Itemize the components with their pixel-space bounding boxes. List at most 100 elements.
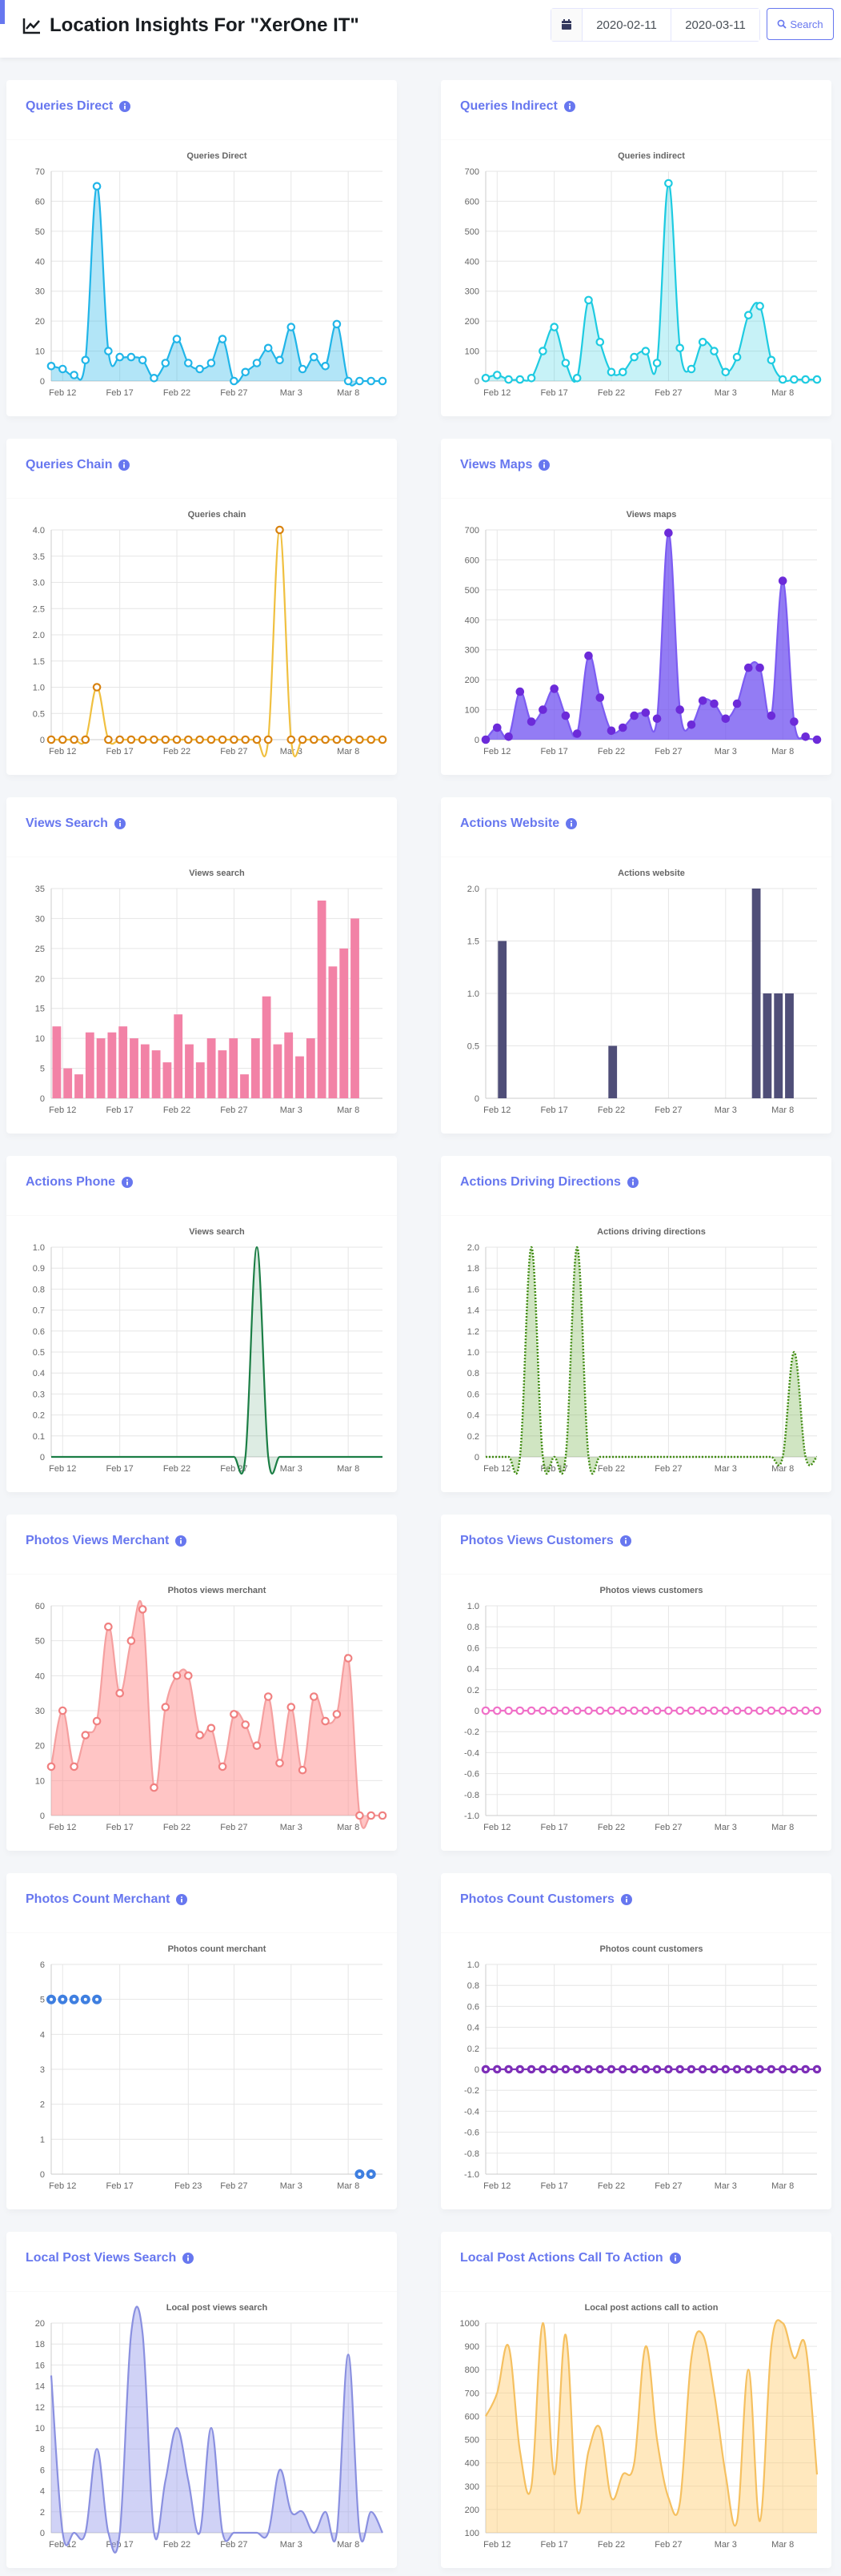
info-icon[interactable]: [176, 1894, 188, 1905]
end-date-input[interactable]: [671, 9, 759, 41]
info-icon[interactable]: [118, 459, 130, 471]
y-tick-label: 700: [465, 2389, 479, 2398]
y-tick-label: 0.5: [467, 1042, 479, 1052]
y-tick-label: 30: [35, 914, 45, 924]
data-point: [767, 1706, 776, 1715]
data-point: [298, 364, 307, 374]
data-point: [172, 735, 182, 744]
chart-title: Photos views customers: [600, 1586, 703, 1595]
data-point: [46, 361, 56, 371]
chart-photos-views-merchant: Photos views merchant 0 10 20 30 40 50 60 Feb 12…: [35, 1586, 387, 1832]
data-point: [595, 1706, 605, 1715]
data-point-center: [530, 2068, 534, 2071]
y-tick-label: 0.4: [467, 2024, 479, 2033]
x-tick-label: Feb 17: [541, 1105, 568, 1115]
x-tick-label: Mar 3: [280, 2181, 302, 2191]
y-tick-label: 35: [35, 885, 45, 894]
y-tick-label: 50: [35, 1637, 45, 1647]
data-point: [767, 355, 776, 365]
card-title-text: Actions Phone: [26, 1175, 116, 1189]
info-icon[interactable]: [122, 1177, 134, 1188]
data-point-center: [701, 2068, 705, 2071]
data-point: [619, 1706, 627, 1715]
card-photos-views-merchant: Photos Views Merchant Photos views mercha…: [6, 1515, 397, 1851]
x-tick-label: Feb 27: [655, 1105, 682, 1115]
bar: [262, 996, 271, 1098]
y-tick-label: 40: [35, 257, 45, 267]
bar: [218, 1050, 227, 1098]
info-icon[interactable]: [620, 1894, 632, 1905]
info-icon[interactable]: [182, 2253, 194, 2264]
x-tick-label: Mar 8: [771, 1823, 794, 1832]
data-point: [790, 1706, 799, 1715]
info-icon[interactable]: [566, 818, 578, 829]
card-title: Local Post Views Search: [26, 2251, 194, 2265]
calendar-button[interactable]: [551, 9, 583, 41]
data-point-center: [598, 2068, 602, 2071]
info-icon[interactable]: [175, 1535, 187, 1547]
info-icon[interactable]: [669, 2253, 681, 2264]
x-tick-label: Feb 12: [49, 2540, 76, 2550]
x-tick-label: Mar 3: [715, 1464, 737, 1474]
start-date-input[interactable]: [583, 9, 671, 41]
x-tick-label: Feb 22: [598, 2540, 625, 2550]
data-point: [561, 1706, 571, 1715]
data-point: [263, 343, 273, 353]
chart-title: Actions website: [618, 869, 685, 878]
x-tick-label: Feb 17: [541, 388, 568, 398]
y-tick-label: 25: [35, 945, 45, 954]
search-icon: [777, 19, 787, 29]
x-tick-label: Feb 22: [163, 1105, 190, 1115]
y-tick-label: 200: [465, 676, 479, 685]
data-point: [161, 1703, 170, 1711]
y-tick-label: 1.6: [467, 1285, 479, 1294]
x-tick-label: Feb 12: [49, 747, 76, 756]
x-tick-label: Feb 12: [483, 388, 511, 398]
y-tick-label: 0: [475, 1707, 479, 1716]
info-icon[interactable]: [563, 101, 575, 112]
series-area: [486, 532, 817, 740]
y-tick-label: 12: [35, 2403, 45, 2413]
y-tick-label: -0.8: [464, 2149, 479, 2159]
data-point: [504, 1706, 513, 1715]
search-button-label: Search: [790, 18, 823, 30]
data-point: [70, 1762, 78, 1772]
y-tick-label: 10: [35, 2424, 45, 2434]
data-point: [732, 352, 742, 362]
y-tick-label: 500: [465, 2436, 479, 2446]
x-tick-label: Mar 8: [771, 1105, 794, 1115]
data-point: [572, 729, 582, 738]
y-tick-label: 0: [40, 2529, 45, 2538]
info-icon[interactable]: [119, 101, 131, 112]
card-header: Views Search: [6, 797, 397, 857]
info-icon[interactable]: [539, 459, 551, 471]
y-tick-label: 300: [465, 287, 479, 297]
data-point-center: [678, 2068, 682, 2071]
y-tick-label: 0.6: [467, 1390, 479, 1399]
search-button[interactable]: Search: [767, 8, 834, 40]
data-point: [687, 1706, 696, 1715]
card-title-text: Queries Chain: [26, 458, 113, 471]
data-point-center: [484, 2068, 487, 2071]
x-tick-label: Feb 27: [220, 388, 247, 398]
data-point: [92, 683, 102, 692]
info-icon[interactable]: [619, 1535, 631, 1547]
info-icon[interactable]: [627, 1177, 639, 1188]
bar: [206, 1038, 216, 1098]
x-tick-label: Feb 12: [49, 1464, 76, 1474]
x-tick-label: Feb 27: [655, 2540, 682, 2550]
data-point: [104, 1622, 113, 1631]
card-title-text: Photos Count Customers: [460, 1892, 615, 1906]
y-tick-label: 0.8: [467, 1623, 479, 1632]
info-icon[interactable]: [114, 818, 126, 829]
data-point: [732, 699, 742, 708]
y-tick-label: 60: [35, 1602, 45, 1611]
data-point: [115, 352, 124, 362]
x-tick-label: Feb 17: [541, 2181, 568, 2191]
data-point: [812, 1706, 822, 1715]
data-point: [515, 687, 525, 696]
data-point: [572, 1706, 582, 1715]
y-tick-label: 10: [35, 347, 45, 357]
y-tick-label: 0: [475, 377, 479, 387]
x-tick-label: Feb 22: [598, 1464, 625, 1474]
